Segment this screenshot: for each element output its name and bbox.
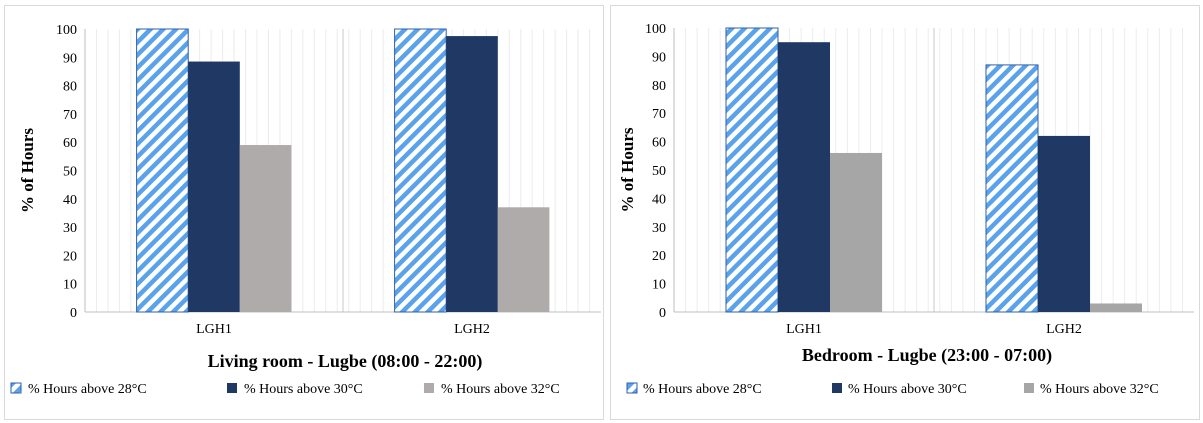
chart-title: Living room - Lugbe (08:00 - 22:00): [208, 351, 483, 372]
y-tick-label: 50: [652, 164, 666, 179]
chart-panel-living-room: 0 10 20 30 40 50 60 70 80 90 100 LGH1 LGH2 % of Hours…: [4, 5, 604, 420]
y-tick-label: 30: [652, 221, 666, 236]
x-tick-label-lgh1: LGH1: [786, 322, 822, 337]
x-tick-label-lgh2: LGH2: [454, 322, 490, 337]
y-tick-label: 30: [63, 221, 77, 236]
bar-lgh2-series-2: [497, 207, 550, 312]
y-tick-label: 70: [63, 108, 77, 123]
x-tick-label-lgh2: LGH2: [1046, 322, 1082, 337]
bar-lgh1-series-0: [725, 27, 779, 313]
legend-swatch-series-0: [10, 382, 22, 394]
y-tick-label: 90: [652, 50, 666, 65]
legend-label-series-1: % Hours above 30°C: [244, 382, 363, 397]
y-tick-label: 60: [63, 136, 77, 151]
y-tick-label: 100: [56, 23, 77, 38]
y-tick-label: 40: [652, 192, 666, 207]
y-tick-label: 50: [63, 165, 77, 180]
legend-label-series-1: % Hours above 30°C: [848, 382, 967, 397]
y-tick-label: 0: [659, 306, 666, 321]
bar-lgh1-series-2: [239, 145, 292, 312]
legend-swatch-series-0: [626, 382, 638, 394]
y-tick-label: 20: [652, 249, 666, 264]
bar-lgh2-series-2: [1090, 303, 1142, 312]
bar-lgh1-series-1: [188, 61, 240, 312]
y-tick-label: 0: [70, 306, 77, 321]
legend-swatch-series-1: [832, 383, 842, 393]
y-axis-label: % of Hours: [618, 127, 637, 212]
legend-label-series-0: % Hours above 28°C: [28, 382, 147, 397]
y-tick-label: 10: [63, 278, 77, 293]
legend-label-series-0: % Hours above 28°C: [643, 382, 762, 397]
y-tick-label: 20: [63, 249, 77, 264]
y-tick-label: 10: [652, 278, 666, 293]
y-tick-label: 90: [63, 51, 77, 66]
legend-swatch-series-1: [227, 383, 237, 393]
bar-lgh2-series-1: [1038, 135, 1090, 312]
y-tick-label: 70: [652, 107, 666, 122]
y-axis-label: % of Hours: [18, 128, 37, 213]
legend-label-series-2: % Hours above 32°C: [1040, 382, 1159, 397]
legend: % Hours above 28°C % Hours above 30°C % Ho…: [626, 382, 1159, 397]
bar-lgh1-series-0: [136, 28, 189, 313]
bar-lgh1-series-2: [830, 152, 882, 312]
chart-living-room: 0 10 20 30 40 50 60 70 80 90 100 LGH1 LGH2 % of Hours…: [10, 23, 601, 397]
y-tick-label: 100: [645, 22, 666, 37]
y-tick-label: 80: [63, 80, 77, 95]
x-tick-label-lgh1: LGH1: [196, 322, 232, 337]
legend: % Hours above 28°C % Hours above 30°C % Ho…: [10, 382, 560, 397]
y-tick-label: 60: [652, 136, 666, 151]
bar-lgh2-series-0: [985, 64, 1039, 313]
y-tick-label: 80: [652, 79, 666, 94]
legend-label-series-2: % Hours above 32°C: [441, 382, 560, 397]
chart-panel-bedroom: 0 10 20 30 40 50 60 70 80 90 100 LGH1 LGH2 % of Hours…: [610, 5, 1200, 420]
bar-lgh2-series-0: [394, 28, 447, 313]
chart-bedroom: 0 10 20 30 40 50 60 70 80 90 100 LGH1 LGH2 % of Hours…: [618, 22, 1194, 397]
legend-swatch-series-2: [424, 383, 434, 393]
bar-lgh2-series-1: [446, 36, 498, 312]
y-tick-label: 40: [63, 193, 77, 208]
bar-lgh1-series-1: [778, 42, 830, 312]
legend-swatch-series-2: [1024, 383, 1034, 393]
chart-title: Bedroom - Lugbe (23:00 - 07:00): [802, 345, 1052, 366]
